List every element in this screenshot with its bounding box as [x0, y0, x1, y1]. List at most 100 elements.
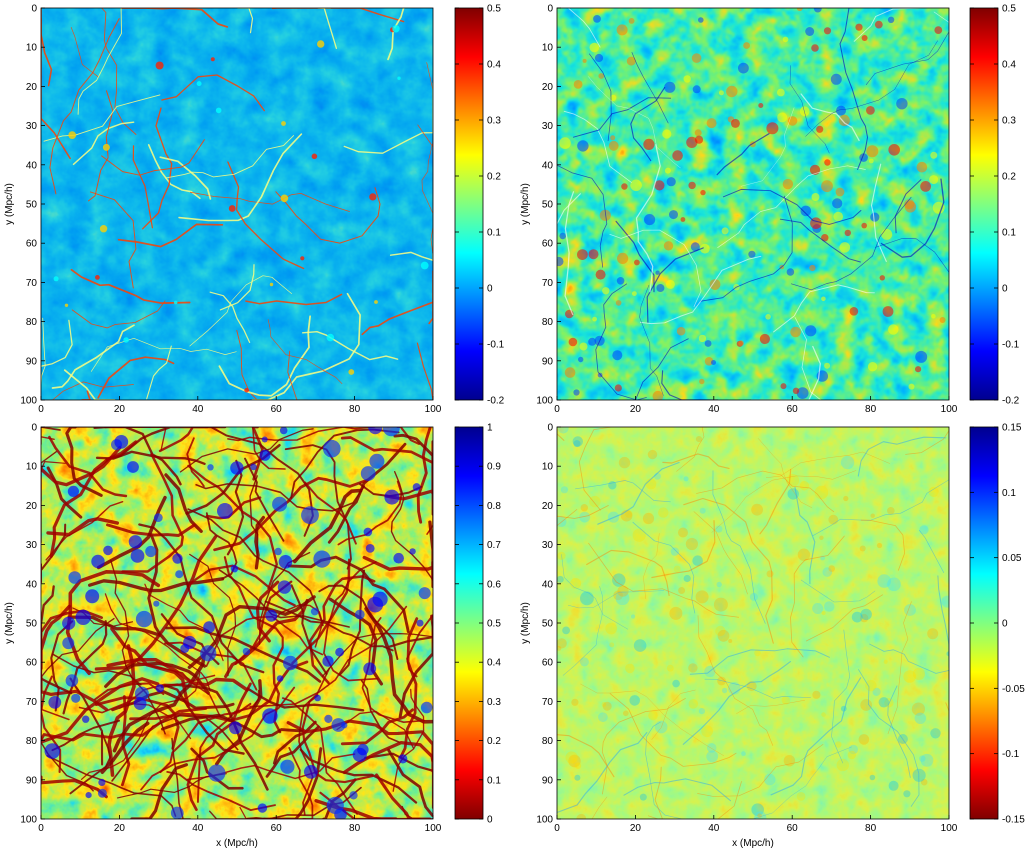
field-filament: [62, 620, 108, 715]
field-filament: [288, 747, 314, 819]
y-tick-label: 60: [542, 239, 554, 250]
field-filament: [689, 648, 830, 675]
field-filament: [41, 319, 73, 367]
field-blob: [155, 61, 164, 70]
field-filament: [937, 575, 949, 669]
x-tick-label: 80: [865, 823, 877, 834]
field-filament: [661, 370, 719, 400]
field-filament: [41, 460, 66, 502]
field-filament: [623, 778, 732, 802]
field-filament: [72, 121, 135, 166]
field-blob: [283, 655, 298, 671]
field-blob: [598, 712, 608, 722]
field-filament: [165, 135, 295, 179]
field-filament: [51, 719, 121, 752]
field-blob: [574, 762, 582, 769]
field-blob: [847, 750, 856, 760]
field-blob: [557, 646, 562, 651]
field-blob: [828, 514, 839, 525]
field-blob: [698, 708, 706, 715]
field-blob: [301, 506, 319, 525]
field-blob: [680, 217, 686, 222]
field-filament: [88, 90, 114, 202]
field-filament: [301, 330, 399, 361]
field-blob: [259, 449, 271, 461]
colorbar: [454, 7, 484, 401]
field-filament: [683, 497, 774, 644]
field-blob: [746, 681, 757, 692]
field-blob: [53, 276, 59, 282]
field-blob: [85, 589, 100, 604]
field-blob: [393, 552, 405, 564]
field-blob: [844, 229, 851, 237]
field-filament: [65, 427, 103, 497]
field-blob: [700, 243, 710, 254]
field-blob: [589, 42, 600, 53]
field-filament: [588, 76, 681, 169]
field-blob: [814, 485, 829, 500]
field-blob: [68, 131, 77, 140]
field-blob: [300, 256, 305, 261]
field-blob: [738, 340, 744, 347]
field-filament: [557, 509, 578, 569]
field-filament: [166, 770, 276, 812]
y-tick-label: 100: [20, 396, 37, 407]
field-blob: [562, 626, 570, 635]
field-filament: [696, 470, 835, 513]
y-axis-label: y (Mpc/h): [520, 602, 531, 644]
field-filament: [716, 133, 770, 176]
field-filament: [790, 196, 912, 291]
field-filament: [77, 8, 122, 115]
field-blob: [626, 56, 636, 66]
field-filament: [63, 369, 116, 400]
field-filament: [557, 8, 601, 48]
heatmap-field: [41, 427, 433, 819]
field-blob: [799, 106, 810, 117]
field-blob: [557, 551, 566, 561]
field-filament: [643, 533, 660, 599]
field-blob: [559, 137, 571, 149]
y-tick-label: 0: [31, 4, 37, 15]
field-filament: [800, 93, 860, 142]
colorbar-tick-label: 0: [487, 815, 493, 826]
field-blob: [888, 780, 899, 791]
field-filament: [364, 752, 433, 809]
field-blob: [153, 513, 163, 522]
field-filament: [205, 615, 324, 667]
colorbar-tick-label: -0.2: [487, 396, 505, 407]
x-tick-label: 40: [708, 823, 720, 834]
field-blob: [397, 76, 401, 80]
field-filament: [41, 523, 67, 584]
field-filament: [51, 324, 135, 389]
field-blob: [813, 8, 822, 13]
field-blob: [360, 466, 376, 481]
field-blob: [557, 256, 564, 267]
field-filament: [905, 427, 949, 455]
y-tick-label: 30: [26, 540, 38, 551]
field-filament: [722, 188, 862, 225]
field-blob: [796, 387, 809, 399]
field-filament: [700, 195, 793, 302]
x-tick-label: 40: [192, 404, 204, 415]
field-blob: [277, 580, 292, 594]
field-filament: [398, 614, 433, 718]
y-tick-label: 50: [26, 619, 38, 630]
field-blob: [257, 803, 268, 813]
field-filament: [597, 461, 680, 525]
field-blob: [571, 698, 579, 706]
field-blob: [811, 193, 820, 201]
field-blob: [908, 383, 915, 390]
field-blob: [363, 527, 373, 537]
field-blob: [751, 803, 764, 816]
field-blob: [65, 674, 79, 687]
field-blob: [663, 241, 674, 251]
field-filament: [275, 187, 381, 244]
colorbar-tick-label: 0.1: [1002, 228, 1016, 239]
y-tick-label: 90: [26, 775, 38, 786]
x-tick-label: 100: [425, 823, 442, 834]
field-filament: [399, 617, 419, 759]
field-blob: [615, 300, 622, 306]
field-filament: [319, 791, 421, 819]
field-blob: [743, 42, 750, 49]
y-tick-label: 40: [542, 160, 554, 171]
